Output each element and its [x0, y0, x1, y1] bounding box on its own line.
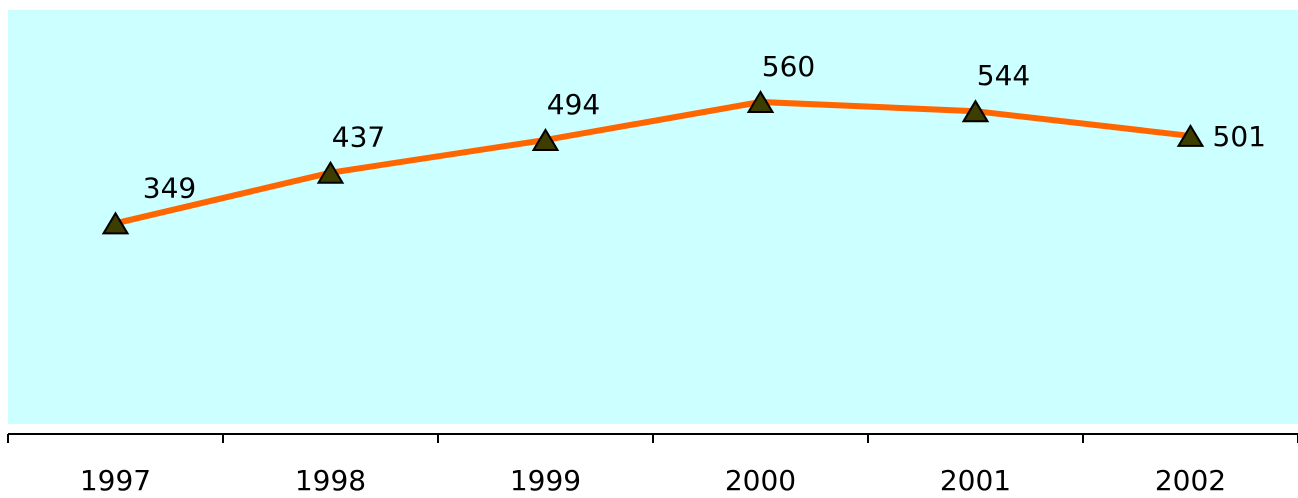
x-tick-label: 2001: [940, 464, 1011, 497]
series-line: [112, 99, 1194, 227]
data-point-marker: [316, 160, 345, 184]
data-label: 544: [977, 59, 1030, 92]
data-point-marker: [746, 90, 775, 113]
series-group: [101, 90, 1205, 235]
data-labels-group: 349 437 494 560 544 501: [143, 50, 1266, 204]
x-tick-label: 2000: [725, 464, 796, 497]
data-point-marker: [531, 128, 560, 151]
x-tick-label: 1997: [80, 464, 151, 497]
data-point-marker: [101, 211, 130, 235]
data-label: 560: [762, 50, 815, 83]
data-point-marker: [961, 99, 990, 123]
data-point-marker: [1176, 123, 1205, 147]
plot-area: [8, 10, 1298, 424]
x-tick-label: 2002: [1155, 464, 1226, 497]
data-label: 494: [547, 88, 600, 121]
x-tick-label: 1999: [510, 464, 581, 497]
data-label: 437: [332, 121, 385, 154]
data-label: 501: [1213, 120, 1266, 153]
x-axis-ticks: [7, 434, 1298, 443]
x-tick-label: 1998: [295, 464, 366, 497]
x-axis-tick-labels: 1997 1998 1999 2000 2001 2002: [80, 464, 1226, 497]
data-label: 349: [143, 171, 196, 204]
